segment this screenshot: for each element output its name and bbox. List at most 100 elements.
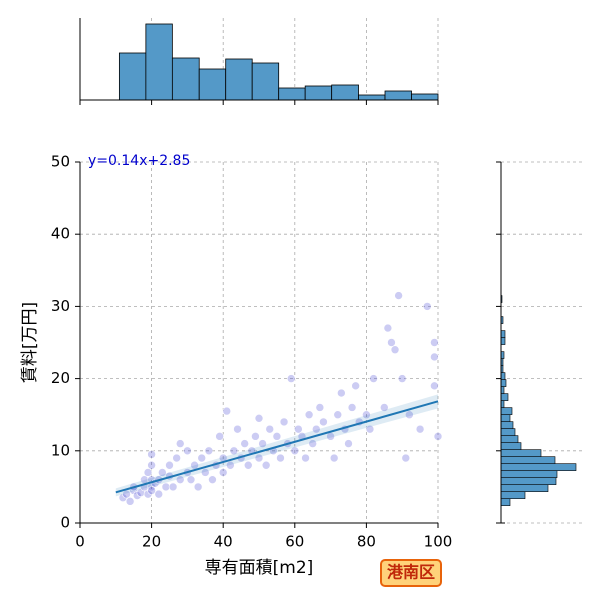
point	[383, 323, 393, 333]
bar	[278, 87, 306, 101]
bar	[500, 337, 506, 345]
point	[433, 432, 443, 441]
point	[154, 489, 164, 499]
annotation: y=0.14x+2.85	[88, 153, 190, 169]
x-tick-label: 40	[214, 533, 233, 551]
point	[204, 446, 214, 456]
y-tick-label: 20	[51, 369, 70, 387]
point	[147, 450, 156, 459]
y-tick-label: 50	[51, 153, 70, 171]
point	[168, 482, 178, 492]
point	[344, 439, 353, 448]
bar	[500, 470, 558, 478]
point	[394, 291, 403, 300]
x-tick-label: 80	[357, 533, 376, 551]
bar	[500, 442, 522, 450]
point	[172, 453, 181, 463]
point	[254, 414, 264, 423]
point	[125, 497, 135, 506]
bar	[500, 484, 549, 492]
point	[390, 345, 400, 355]
point	[294, 424, 303, 434]
point	[175, 439, 185, 448]
x-axis-label: 専有面積[m2]	[205, 558, 314, 578]
point	[301, 453, 310, 463]
bar	[500, 379, 507, 387]
point	[132, 491, 142, 500]
y-axis-label: 賃料[万円]	[20, 302, 40, 383]
bar	[171, 57, 200, 101]
point	[143, 489, 153, 499]
point	[186, 475, 196, 484]
bar	[500, 407, 513, 415]
point	[319, 417, 328, 427]
point	[147, 486, 156, 495]
point	[218, 468, 228, 477]
regression-line	[115, 400, 439, 494]
point	[251, 432, 260, 441]
point	[347, 403, 357, 412]
point	[333, 410, 343, 420]
point	[261, 460, 271, 470]
point	[143, 468, 153, 477]
point	[308, 439, 318, 448]
point	[304, 410, 314, 420]
point	[430, 381, 439, 391]
bar	[304, 85, 333, 101]
badge-box	[380, 559, 442, 587]
point	[286, 374, 296, 383]
bar	[145, 23, 173, 101]
point	[193, 482, 203, 492]
bar	[331, 84, 359, 101]
point	[379, 403, 389, 412]
point	[147, 460, 156, 470]
bar	[500, 330, 506, 338]
bar	[500, 372, 506, 380]
point	[430, 352, 439, 362]
point	[311, 424, 321, 434]
bar	[225, 58, 253, 101]
point	[243, 460, 253, 470]
x-tick-label: 20	[142, 533, 161, 551]
point	[279, 417, 289, 427]
bar	[358, 94, 386, 101]
bar	[384, 90, 412, 101]
bar	[500, 393, 509, 401]
point	[365, 424, 375, 434]
bar	[500, 435, 519, 443]
point	[158, 468, 167, 477]
point	[422, 302, 432, 311]
bar	[500, 449, 542, 457]
point	[397, 374, 407, 383]
confidence-band	[115, 394, 439, 497]
point	[258, 439, 267, 448]
y-tick-label: 10	[51, 441, 70, 459]
point	[208, 475, 217, 484]
bar	[500, 463, 577, 471]
point	[215, 432, 224, 441]
bar	[251, 62, 280, 101]
point	[175, 475, 185, 484]
point	[161, 482, 171, 492]
point	[351, 381, 360, 391]
point	[118, 493, 128, 503]
bar	[500, 498, 511, 506]
point	[401, 453, 411, 463]
point	[369, 374, 378, 383]
bar	[118, 52, 147, 101]
y-tick-label: 0	[60, 514, 70, 532]
point	[329, 453, 339, 463]
point	[165, 460, 174, 470]
point	[276, 453, 285, 463]
point	[405, 410, 414, 420]
bar	[500, 414, 511, 422]
point	[240, 439, 249, 448]
badge: 港南区	[387, 563, 435, 582]
bar	[198, 68, 227, 101]
point	[183, 446, 192, 456]
point	[415, 424, 425, 434]
point	[387, 338, 396, 347]
x-tick-label: 100	[424, 533, 453, 551]
point	[201, 468, 210, 477]
point	[337, 388, 346, 398]
